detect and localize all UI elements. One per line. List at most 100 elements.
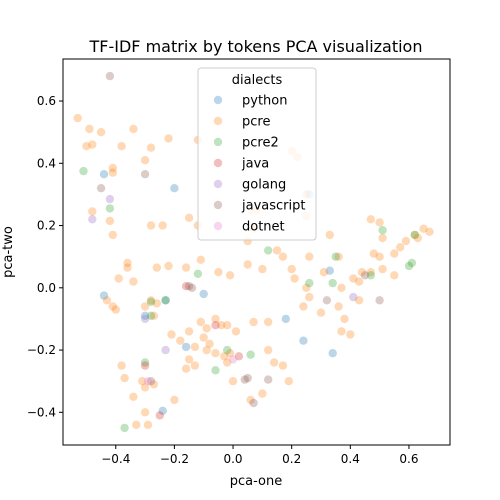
chart-title: TF-IDF matrix by tokens PCA visualizatio…: [89, 37, 423, 56]
point-pcre: [249, 317, 258, 327]
point-pcre: [102, 296, 112, 305]
point-pcre: [123, 263, 132, 272]
legend-label-golang: golang: [242, 178, 286, 193]
point-pcre: [88, 207, 97, 216]
point-pcre2: [223, 345, 232, 355]
point-pcre: [378, 233, 387, 243]
point-pcre: [223, 321, 232, 330]
legend-marker-pcre2: [213, 137, 223, 147]
point-pcre: [108, 168, 118, 177]
legend-marker-java: [213, 158, 223, 168]
point-javascript: [322, 296, 332, 305]
point-golang: [161, 345, 170, 355]
point-pcre: [140, 408, 150, 417]
point-pcre: [85, 124, 94, 134]
point-pcre: [305, 292, 314, 302]
point-python: [199, 289, 208, 299]
point-python: [181, 342, 191, 352]
point-pcre: [170, 395, 179, 405]
point-pcre: [117, 361, 126, 370]
point-pcre: [123, 258, 132, 268]
y-tick-label: 0.0: [37, 281, 56, 295]
point-javascript: [184, 282, 194, 291]
point-pcre: [164, 134, 173, 143]
legend-label-dotnet: dotnet: [242, 220, 285, 235]
point-pcre: [225, 349, 235, 358]
point-pcre: [146, 221, 156, 230]
point-golang: [88, 215, 97, 224]
point-pcre2: [146, 311, 156, 320]
point-pcre: [369, 249, 378, 258]
point-python: [140, 311, 150, 320]
point-python: [99, 291, 109, 300]
legend: dialects python pcre pcre2 java golang javasc…: [197, 67, 317, 241]
point-pcre: [264, 345, 273, 355]
point-golang: [349, 292, 358, 302]
point-pcre: [225, 271, 235, 280]
point-python: [158, 406, 167, 415]
point-pcre: [419, 224, 428, 233]
point-pcre: [375, 218, 384, 227]
point-pcre: [357, 268, 367, 277]
point-pcre2: [161, 296, 170, 305]
point-pcre2: [105, 204, 115, 213]
legend-title: dialects: [232, 73, 283, 88]
point-pcre: [278, 252, 288, 261]
x-tick-label: −0.4: [101, 452, 130, 466]
y-tick-label: −0.2: [27, 343, 56, 357]
point-pcre2: [407, 258, 417, 268]
point-pcre: [264, 317, 273, 327]
point-javascript: [140, 170, 150, 179]
legend-marker-pcre: [213, 116, 223, 126]
point-pcre: [129, 277, 138, 286]
legend-label-pcre2: pcre2: [242, 136, 279, 151]
point-pcre: [114, 274, 123, 283]
point-pcre: [366, 268, 375, 277]
point-pcre2: [140, 358, 150, 367]
point-golang: [105, 194, 115, 204]
point-pcre: [258, 264, 267, 274]
legend-marker-python: [213, 95, 223, 105]
point-pcre: [152, 263, 161, 272]
point-java: [155, 411, 164, 420]
point-pcre: [167, 330, 176, 339]
x-tick-label: 0.0: [223, 452, 242, 466]
point-pcre: [143, 420, 153, 429]
point-javascript: [360, 271, 370, 280]
point-pcre: [108, 163, 118, 173]
point-pcre: [181, 263, 191, 272]
point-javascript: [375, 296, 384, 305]
point-pcre: [117, 142, 126, 151]
point-python: [99, 170, 109, 179]
legend-label-python: python: [242, 94, 287, 109]
point-pcre: [138, 377, 147, 386]
point-pcre: [272, 246, 282, 255]
point-pcre2: [366, 271, 375, 280]
point-python: [281, 314, 290, 324]
point-pcre: [354, 277, 364, 286]
legend-marker-javascript: [213, 200, 223, 210]
point-java: [211, 321, 220, 330]
point-pcre: [390, 271, 399, 280]
point-pcre: [108, 230, 118, 240]
point-pcre: [105, 216, 115, 226]
y-axis-label: pca-two: [1, 226, 16, 278]
plot-frame: [62, 58, 451, 446]
point-pcre: [146, 296, 156, 305]
point-pcre: [211, 349, 220, 358]
point-pcre: [413, 233, 422, 243]
point-pcre: [340, 314, 349, 324]
point-pcre2: [328, 278, 337, 288]
point-javascript: [264, 375, 273, 384]
point-pcre2: [146, 297, 156, 306]
y-tick-label: −0.4: [27, 405, 56, 419]
point-pcre: [108, 302, 118, 311]
point-pcre2: [211, 366, 220, 375]
point-javascript: [240, 375, 249, 384]
point-pcre: [366, 215, 375, 224]
point-pcre: [334, 252, 343, 261]
y-tick-label: 0.4: [37, 156, 56, 170]
point-pcre: [73, 113, 82, 123]
point-pcre: [425, 227, 434, 236]
